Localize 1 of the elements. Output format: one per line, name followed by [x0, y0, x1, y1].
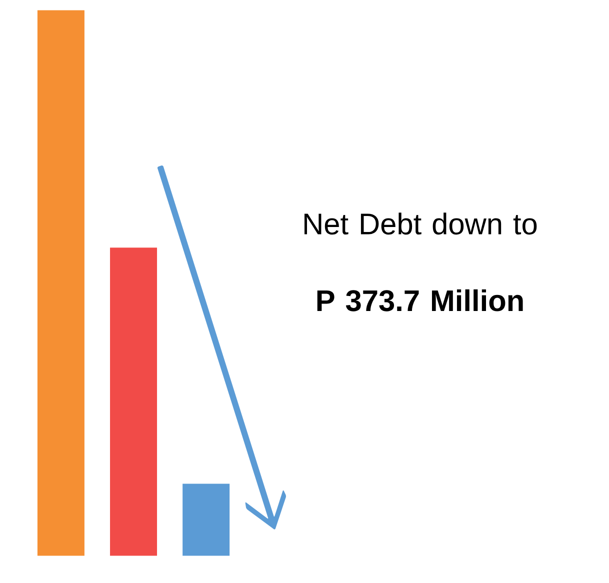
text: Net Debt down to P 373.7 Million: [304, 212, 537, 312]
